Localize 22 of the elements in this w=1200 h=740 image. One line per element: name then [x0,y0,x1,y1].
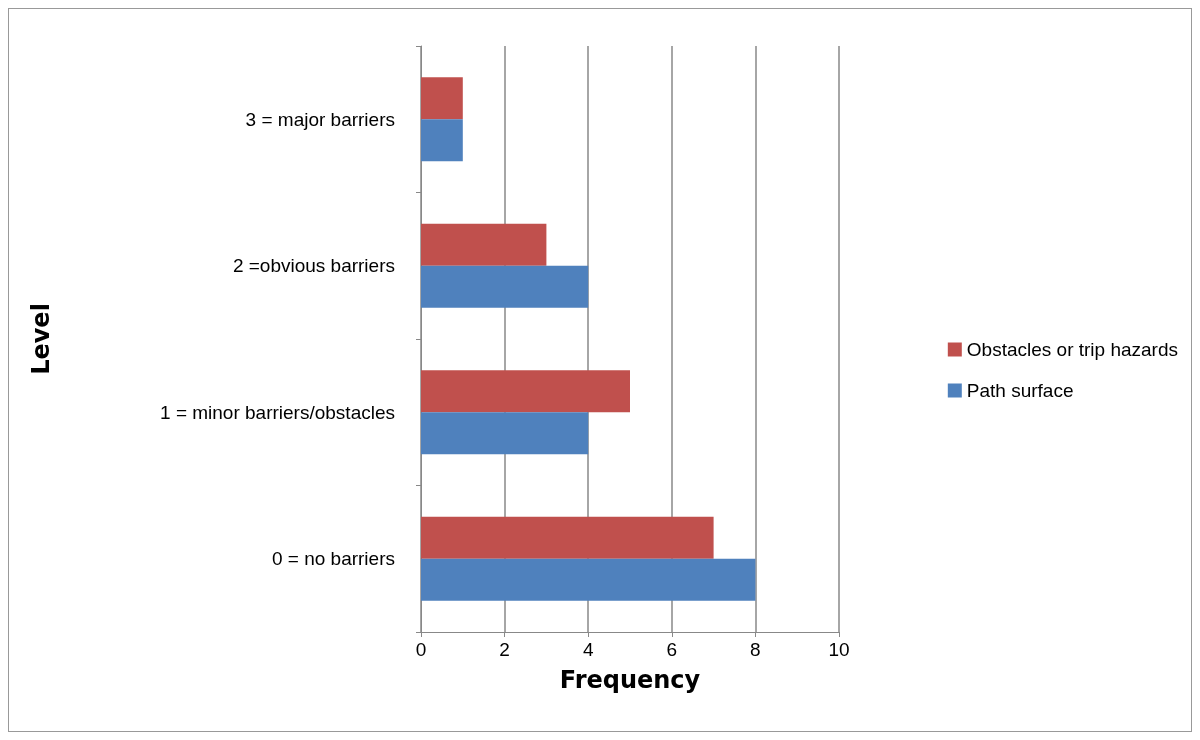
x-tick-label: 2 [499,639,510,660]
bar [421,265,589,308]
x-tick-label: 6 [666,639,678,660]
y-axis-title: Level [27,303,55,375]
x-tick-label: 0 [415,639,427,660]
x-axis-title: Frequency [559,666,701,694]
legend-label: Path surface [966,380,1074,401]
bar [421,370,630,413]
y-tick-label: 1 = minor barriers/obstacles [160,401,395,423]
bar [421,516,714,559]
bar [421,223,547,266]
legend-label: Obstacles or trip hazards [966,339,1178,360]
x-tick-label: 4 [582,639,594,660]
y-tick-label: 0 = no barriers [271,548,395,570]
y-tick-label: 3 = major barriers [245,108,395,130]
y-tick-label: 2 =obvious barriers [232,255,395,277]
bar [421,77,463,120]
bar [421,558,756,601]
x-tick-label: 8 [750,639,761,660]
bar [421,119,463,162]
bar [421,412,589,455]
x-tick-label: 10 [828,639,850,660]
